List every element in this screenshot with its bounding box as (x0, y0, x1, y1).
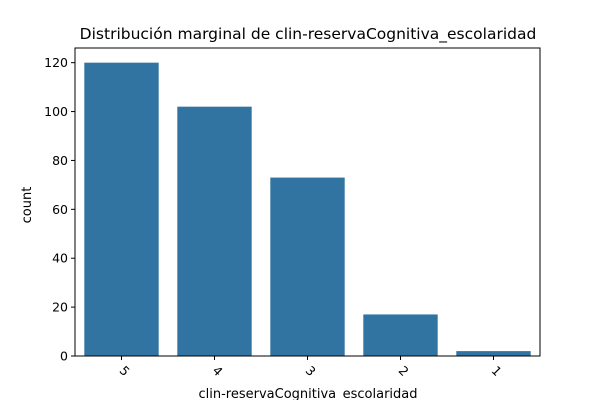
x-tick-label: 1 (489, 363, 505, 379)
x-axis-label: clin-reservaCognitiva_escolaridad (198, 387, 417, 400)
bar-3 (270, 177, 345, 356)
y-tick-label: 0 (60, 349, 68, 364)
x-tick-label: 3 (303, 363, 319, 379)
x-tick-label: 2 (396, 363, 412, 379)
y-tick-label: 40 (52, 251, 68, 266)
bar-5 (84, 62, 159, 357)
y-axis-label: count (20, 187, 35, 224)
y-tick-label: 100 (44, 104, 68, 119)
y-tick-label: 20 (52, 300, 68, 315)
y-tick-label: 80 (52, 153, 68, 168)
bar-4 (177, 106, 252, 356)
x-tick-label: 5 (117, 363, 133, 379)
bar-1 (456, 351, 531, 356)
bar-2 (363, 314, 438, 356)
x-tick-label: 4 (210, 363, 226, 379)
chart-title: Distribución marginal de clin-reservaCog… (80, 25, 537, 44)
plot-area: 0 20 40 60 80 100 120 5 4 3 2 1 (44, 47, 541, 379)
y-tick-label: 120 (44, 55, 68, 70)
y-tick-label: 60 (52, 202, 68, 217)
